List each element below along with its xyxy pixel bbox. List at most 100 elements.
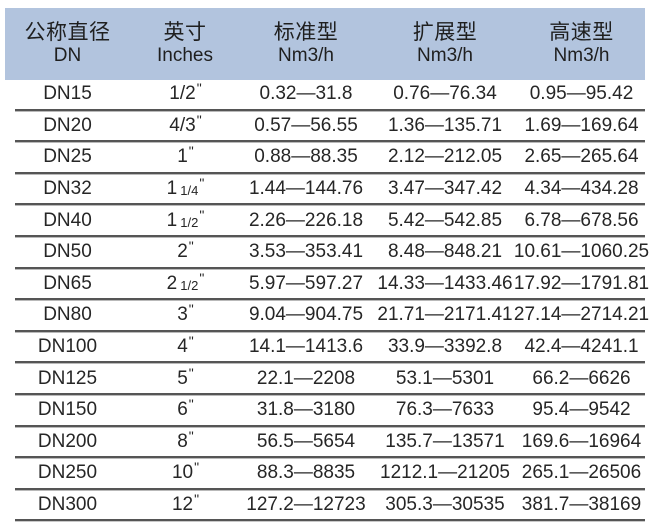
cell-extended-type-flow: 3.47—347.42	[387, 178, 503, 200]
cell-standard-type-flow: 14.1—1413.6	[248, 336, 364, 358]
cell-standard-type-flow: 5.97—597.27	[248, 272, 364, 294]
inch-whole-number: 10	[171, 462, 194, 484]
inch-double-prime-icon: "	[188, 364, 194, 381]
cell-inches: 4/3 "	[130, 111, 240, 137]
cell-extended-type-flow: 8.48—848.21	[387, 241, 503, 263]
cell-standard-type-flow: 56.5—5654	[256, 430, 356, 452]
inch-whole-number: 4	[177, 336, 188, 358]
table-row: DN15 1/2 " 0.32—31.8 0.76—76.34 0.95—95.42	[5, 80, 645, 109]
cell-nominal-diameter: DN125	[37, 367, 98, 389]
column-header-inches: 英寸 Inches	[130, 20, 240, 66]
table-row: DN25 1 " 0.88—88.35 2.12—212.05 2.65—265.64	[5, 143, 645, 172]
row-separator	[5, 203, 645, 207]
cell-extended-type-flow: 53.1—5301	[395, 367, 495, 389]
cell-standard-type-flow: 0.32—31.8	[259, 83, 353, 105]
cell-extended-type-flow: 5.42—542.85	[387, 209, 503, 231]
column-header-standard-type: 标准型 Nm3/h	[240, 20, 372, 66]
table-row: DN50 2 " 3.53—353.41 8.48—848.21 10.61—1060.2…	[5, 238, 650, 267]
inch-double-prime-icon: "	[188, 238, 194, 255]
row-separator	[5, 456, 645, 460]
column-header-main-label: 标准型	[273, 20, 339, 44]
cell-nominal-diameter: DN100	[37, 336, 98, 358]
inch-whole-number: 2	[177, 241, 188, 263]
row-separator	[5, 171, 645, 175]
column-header-sub-label: Nm3/h	[278, 44, 334, 66]
column-header-main-label: 扩展型	[412, 20, 478, 44]
cell-standard-type-flow: 3.53—353.41	[248, 241, 364, 263]
table-row: DN250 10 " 88.3—8835 1212.1—21205 265.1—26506	[5, 459, 645, 488]
row-separator	[5, 392, 645, 396]
inch-whole-number: 5	[177, 367, 188, 389]
inch-whole-number: 6	[177, 399, 188, 421]
cell-extended-type-flow: 305.3—30535	[385, 494, 505, 516]
inch-double-prime-icon: "	[199, 269, 204, 286]
cell-inches: 1 1/2 "	[130, 206, 240, 232]
inch-double-prime-icon: "	[194, 459, 199, 476]
table-body: DN15 1/2 " 0.32—31.8 0.76—76.34 0.95—95.42 DN2…	[5, 80, 650, 522]
cell-extended-type-flow: 2.12—212.05	[387, 146, 503, 168]
table-row: DN300 12 " 127.2—12723 305.3—30535 381.7—3816…	[5, 491, 645, 520]
cell-extended-type-flow: 21.71—2171.41	[377, 304, 513, 326]
row-separator	[5, 361, 645, 365]
cell-high-speed-type-flow: 1.69—169.64	[524, 114, 639, 136]
cell-inches: 2 1/2 "	[130, 269, 240, 295]
cell-extended-type-flow: 76.3—7633	[395, 399, 495, 421]
cell-extended-type-flow: 1212.1—21205	[380, 462, 510, 484]
cell-inches: 12 "	[130, 491, 240, 516]
cell-inches: 5 "	[130, 364, 240, 390]
inch-double-prime-icon: "	[199, 175, 204, 192]
column-header-sub-label: Nm3/h	[417, 44, 473, 66]
inch-double-prime-icon: "	[188, 427, 194, 444]
column-header-main-label: 英寸	[163, 20, 207, 44]
row-separator	[5, 140, 645, 144]
table-row: DN65 2 1/2 " 5.97—597.27 14.33—1433.46 17.92—1…	[5, 269, 649, 299]
inch-fraction: 4/3	[169, 114, 196, 136]
cell-high-speed-type-flow: 10.61—1060.25	[513, 241, 650, 263]
cell-nominal-diameter: DN80	[43, 304, 92, 326]
inch-double-prime-icon: "	[188, 333, 194, 350]
row-separator	[5, 487, 645, 491]
table-row: DN20 4/3 " 0.57—56.55 1.36—135.71 1.69—169.64	[5, 112, 645, 141]
cell-inches: 3 "	[130, 301, 240, 326]
inch-whole-number: 3	[177, 304, 188, 326]
inch-whole-number: 1	[166, 209, 178, 231]
cell-nominal-diameter: DN50	[43, 241, 92, 263]
table-header-row: 公称直径 DN 英寸 Inches 标准型 Nm3/h 扩展型 Nm3/h 高速…	[5, 8, 645, 80]
cell-standard-type-flow: 31.8—3180	[256, 399, 356, 421]
table-row: DN100 4 " 14.1—1413.6 33.9—3392.8 42.4—4241.1	[5, 333, 645, 362]
inch-double-prime-icon: "	[199, 206, 204, 223]
cell-extended-type-flow: 0.76—76.34	[393, 83, 497, 105]
column-header-nominal-diameter: 公称直径 DN	[5, 20, 130, 66]
column-header-sub-label: Nm3/h	[553, 44, 610, 66]
cell-standard-type-flow: 88.3—8835	[256, 462, 356, 484]
cell-inches: 6 "	[130, 396, 240, 421]
cell-standard-type-flow: 1.44—144.76	[248, 178, 364, 200]
cell-nominal-diameter: DN300	[37, 494, 98, 516]
cell-standard-type-flow: 2.26—226.18	[248, 209, 364, 231]
cell-high-speed-type-flow: 169.6—16964	[521, 430, 642, 452]
cell-nominal-diameter: DN65	[43, 272, 92, 294]
cell-standard-type-flow: 9.04—904.75	[248, 304, 364, 326]
inch-double-prime-icon: "	[194, 491, 199, 508]
column-header-sub-label: Inches	[157, 44, 213, 66]
inch-fraction: 1/2	[180, 214, 199, 230]
cell-high-speed-type-flow: 42.4—4241.1	[524, 336, 639, 358]
cell-standard-type-flow: 0.88—88.35	[254, 146, 358, 168]
cell-inches: 8 "	[130, 427, 240, 453]
row-separator	[5, 234, 645, 238]
inch-whole-number: 1	[166, 178, 178, 200]
row-separator	[5, 424, 645, 428]
cell-high-speed-type-flow: 265.1—26506	[521, 462, 642, 484]
cell-extended-type-flow: 135.7—13571	[385, 430, 505, 452]
cell-high-speed-type-flow: 0.95—95.42	[529, 83, 634, 105]
inch-fraction: 1/2	[180, 277, 199, 293]
inch-fraction: 1/2	[169, 83, 196, 105]
cell-inches: 4 "	[130, 333, 240, 358]
inch-whole-number: 8	[177, 430, 188, 452]
cell-nominal-diameter: DN250	[37, 462, 98, 484]
column-header-main-label: 高速型	[549, 20, 614, 44]
column-header-main-label: 公称直径	[24, 20, 111, 44]
inch-double-prime-icon: "	[196, 111, 202, 128]
cell-nominal-diameter: DN150	[37, 399, 98, 421]
table-row: DN125 5 " 22.1—2208 53.1—5301 66.2—6626	[5, 364, 645, 393]
